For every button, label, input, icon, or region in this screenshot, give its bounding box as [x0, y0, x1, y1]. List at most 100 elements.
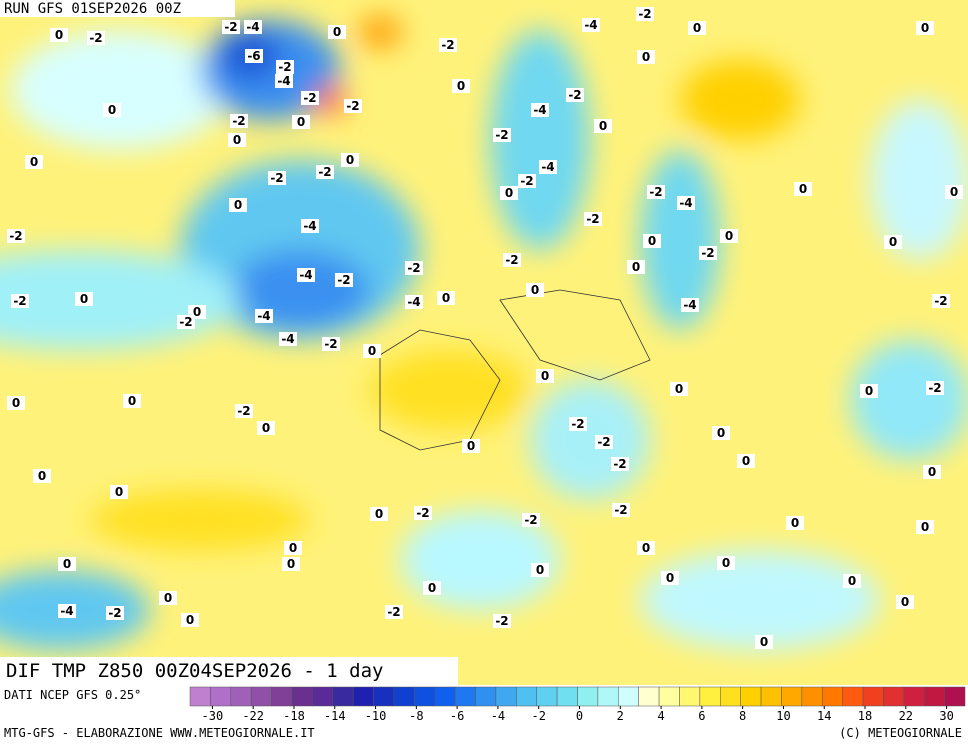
- contour-label: -4: [541, 160, 554, 174]
- colorbar-swatch: [720, 686, 741, 707]
- contour-label: 0: [725, 229, 733, 243]
- label-bg: [699, 246, 717, 260]
- label-bg: [279, 332, 297, 346]
- contour-label: -2: [505, 253, 518, 267]
- contour-label: -2: [586, 212, 599, 226]
- contour-label: 0: [333, 25, 341, 39]
- contour-label: 0: [186, 613, 194, 627]
- contour-label: 0: [233, 133, 241, 147]
- label-bg: [526, 283, 544, 297]
- contour-label: -2: [318, 165, 331, 179]
- colorbar-tick-label: -18: [283, 709, 305, 723]
- contour-label: 0: [128, 394, 136, 408]
- label-bg: [268, 171, 286, 185]
- contour-label: -4: [679, 196, 692, 210]
- contour-label: -2: [614, 503, 627, 517]
- label-bg: [926, 381, 944, 395]
- contour-label: -4: [299, 268, 312, 282]
- label-bg: [755, 635, 773, 649]
- contour-label: 0: [505, 186, 513, 200]
- colorbar-swatch: [189, 686, 211, 707]
- contour-label: -2: [495, 128, 508, 142]
- label-bg: [932, 294, 950, 308]
- label-bg: [301, 219, 319, 233]
- contour-label: 0: [722, 556, 730, 570]
- colorbar-tick-label: 0: [576, 709, 583, 723]
- contour-label: 0: [921, 520, 929, 534]
- label-bg: [637, 50, 655, 64]
- colorbar-tick-label: 6: [698, 709, 705, 723]
- contour-label: -4: [277, 74, 290, 88]
- label-bg: [58, 604, 76, 618]
- contour-label: 0: [541, 369, 549, 383]
- colorbar-swatch: [821, 686, 843, 707]
- contour-label: -2: [232, 114, 245, 128]
- label-bg: [58, 557, 76, 571]
- contour-label: -2: [928, 381, 941, 395]
- contour-label: 0: [791, 516, 799, 530]
- title-box: [0, 657, 458, 685]
- contour-label: -2: [638, 7, 651, 21]
- contour-label: -4: [246, 20, 259, 34]
- contour-label: -2: [934, 294, 947, 308]
- contour-label: -2: [387, 605, 400, 619]
- contour-label: 0: [375, 507, 383, 521]
- label-bg: [25, 155, 43, 169]
- contour-label: 0: [889, 235, 897, 249]
- contour-label: -2: [179, 315, 192, 329]
- contour-label: 0: [193, 305, 201, 319]
- label-bg: [661, 571, 679, 585]
- contour-label: -6: [247, 49, 260, 63]
- label-bg: [322, 337, 340, 351]
- colorbar-tick-label: -4: [491, 709, 505, 723]
- colorbar-swatch: [332, 686, 354, 707]
- label-bg: [643, 234, 661, 248]
- label-bg: [292, 115, 310, 129]
- label-bg: [7, 229, 25, 243]
- contour-label: 0: [642, 541, 650, 555]
- contour-label: 0: [536, 563, 544, 577]
- label-bg: [423, 581, 441, 595]
- contour-label: -2: [108, 606, 121, 620]
- contour-label: -2: [613, 457, 626, 471]
- colorbar-tick-label: 2: [617, 709, 624, 723]
- contour-label: 0: [108, 103, 116, 117]
- label-bg: [437, 291, 455, 305]
- colorbar-swatch: [740, 686, 762, 707]
- contour-label: -4: [281, 332, 294, 346]
- colorbar-swatch: [760, 686, 782, 707]
- colorbar-swatch: [475, 686, 497, 707]
- label-bg: [282, 557, 300, 571]
- colorbar-swatch: [230, 686, 252, 707]
- contour-label: 0: [368, 344, 376, 358]
- contour-label: 0: [928, 465, 936, 479]
- label-bg: [228, 133, 246, 147]
- contour-label: 0: [742, 454, 750, 468]
- colorbar-swatch: [862, 686, 884, 707]
- label-bg: [688, 21, 706, 35]
- label-bg: [531, 563, 549, 577]
- footer-right: (C) METEOGIORNALE: [839, 726, 962, 740]
- contour-label: -2: [571, 417, 584, 431]
- map-title: DIF TMP Z850 00Z04SEP2026 - 1 day: [6, 660, 384, 682]
- label-bg: [670, 382, 688, 396]
- contour-label: 0: [457, 79, 465, 93]
- contour-label: -2: [416, 506, 429, 520]
- colorbar-tick-label: -8: [409, 709, 423, 723]
- colorbar-swatch: [699, 686, 721, 707]
- label-bg: [717, 556, 735, 570]
- label-bg: [636, 7, 654, 21]
- contour-label: 0: [55, 28, 63, 42]
- contour-label: -2: [270, 171, 283, 185]
- label-bg: [518, 174, 536, 188]
- colorbar-tick-label: 14: [817, 709, 831, 723]
- colorbar-tick-label: -22: [242, 709, 264, 723]
- contour-label: 0: [428, 581, 436, 595]
- label-bg: [566, 88, 584, 102]
- contour-label: -4: [303, 219, 316, 233]
- label-bg: [11, 294, 29, 308]
- label-bg: [244, 20, 262, 34]
- colorbar-swatch: [658, 686, 680, 707]
- colorbar-swatch: [414, 686, 435, 707]
- colorbar-swatch: [597, 686, 619, 707]
